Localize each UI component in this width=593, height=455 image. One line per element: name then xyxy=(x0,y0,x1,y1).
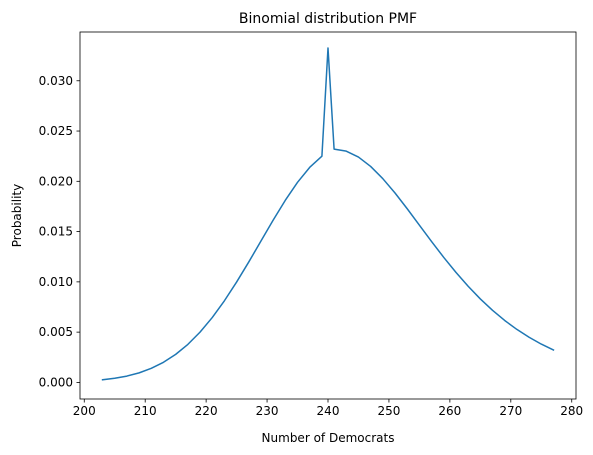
y-tick-label: 0.010 xyxy=(39,275,73,289)
x-tick-label: 250 xyxy=(377,404,400,418)
series-line-0 xyxy=(101,47,555,381)
y-axis-label: Probability xyxy=(10,184,24,247)
y-tick-label: 0.025 xyxy=(39,124,73,138)
y-tick-label: 0.030 xyxy=(39,74,73,88)
x-tick-label: 220 xyxy=(195,404,218,418)
y-tick-label: 0.020 xyxy=(39,174,73,188)
x-tick-label: 260 xyxy=(438,404,461,418)
x-axis-ticks: 200 210 220 230 240 250 260 270 280 xyxy=(73,399,583,418)
x-tick-label: 200 xyxy=(73,404,96,418)
x-axis-label: Number of Democrats xyxy=(262,431,395,445)
y-tick-label: 0.000 xyxy=(39,375,73,389)
x-tick-label: 270 xyxy=(499,404,522,418)
x-tick-label: 210 xyxy=(134,404,157,418)
x-tick-label: 240 xyxy=(317,404,340,418)
y-tick-label: 0.015 xyxy=(39,225,73,239)
y-tick-label: 0.005 xyxy=(39,325,73,339)
y-axis-ticks: 0.000 0.005 0.010 0.015 0.020 0.025 0.030 xyxy=(39,74,80,389)
chart-title: Binomial distribution PMF xyxy=(239,11,417,27)
x-tick-label: 280 xyxy=(560,404,583,418)
x-tick-label: 230 xyxy=(256,404,279,418)
